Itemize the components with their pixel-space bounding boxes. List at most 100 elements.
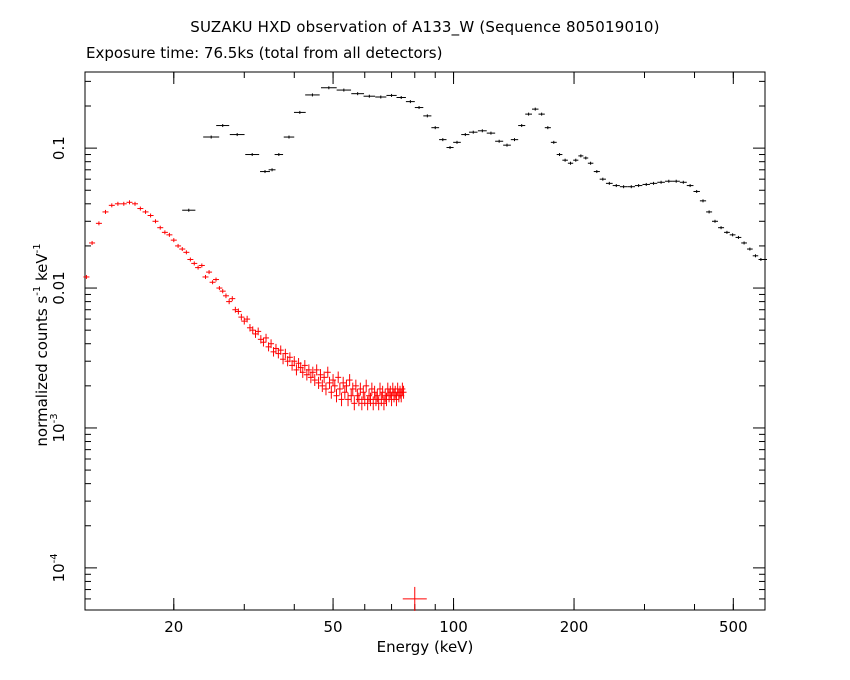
data-point (272, 343, 279, 354)
data-point (567, 161, 574, 165)
data-point (213, 277, 220, 282)
data-point (280, 354, 287, 365)
data-point (255, 327, 262, 336)
x-tick-label: 500 (719, 618, 748, 636)
data-point (216, 124, 230, 128)
data-point (313, 364, 320, 376)
data-point (137, 206, 144, 211)
data-point (315, 376, 322, 389)
data-point (282, 348, 289, 359)
data-point (495, 139, 504, 143)
x-tick-label: 100 (439, 618, 468, 636)
data-point (260, 337, 267, 347)
data-point (693, 189, 700, 193)
data-point (355, 392, 362, 407)
data-point (351, 396, 358, 411)
data-point (349, 382, 356, 396)
data-point (299, 366, 306, 378)
data-point (386, 93, 397, 97)
data-point (336, 88, 352, 92)
data-point (665, 179, 673, 183)
axis-ticks: 20 50 100 200 500 0.1 0.01 10-3 10-4 (49, 72, 766, 636)
data-point (538, 112, 545, 116)
data-point (263, 333, 270, 343)
y-tick-label: 0.1 (50, 136, 68, 160)
chart-title: SUZAKU HXD observation of A133_W (Sequen… (190, 18, 660, 36)
data-point (510, 138, 519, 142)
data-point (351, 92, 365, 96)
y-tick-label: 0.01 (50, 271, 68, 304)
data-point (245, 153, 260, 157)
data-point (762, 257, 768, 261)
data-point (322, 382, 329, 396)
data-point (268, 339, 275, 349)
data-point (345, 392, 352, 407)
data-point (202, 274, 209, 279)
data-point (573, 158, 579, 162)
data-point (672, 179, 680, 183)
data-point (649, 181, 658, 185)
data-point (372, 392, 379, 407)
data-point (396, 96, 406, 100)
data-point (453, 140, 461, 144)
data-point (179, 247, 186, 252)
data-point (599, 177, 606, 181)
data-point (486, 131, 496, 135)
data-point (277, 345, 284, 355)
data-point (142, 209, 149, 214)
y-axis-label-exp: -1 (32, 243, 43, 254)
data-point (357, 382, 364, 396)
data-point (477, 129, 487, 133)
data-point (360, 385, 367, 399)
data-point (260, 170, 270, 174)
data-point (152, 219, 159, 224)
data-point (301, 360, 308, 371)
data-point (283, 135, 295, 139)
data-point (634, 184, 643, 188)
data-point (328, 385, 335, 399)
data-point (752, 254, 759, 258)
y-axis-label-part: keV (33, 253, 51, 286)
data-point (531, 107, 539, 111)
y-tick-label: 10-3 (49, 413, 68, 442)
data-point (235, 308, 242, 315)
data-point (706, 210, 713, 214)
data-point (544, 126, 551, 130)
data-point (402, 586, 427, 611)
data-point (374, 389, 381, 403)
data-point (657, 180, 665, 184)
data-point (198, 263, 205, 268)
plot-frame (84, 71, 766, 611)
data-point (229, 133, 245, 137)
data-point (550, 140, 557, 144)
data-point (370, 396, 377, 411)
data-point (377, 382, 384, 396)
data-point (229, 296, 236, 302)
data-point (383, 392, 390, 407)
data-point (363, 94, 376, 98)
data-point (405, 100, 415, 104)
data-point (439, 138, 447, 142)
data-point (627, 185, 636, 189)
data-point (354, 389, 361, 403)
data-point (358, 396, 365, 411)
data-point (366, 389, 373, 403)
data-point (108, 203, 115, 208)
data-point (718, 226, 725, 230)
data-point (166, 232, 173, 237)
data-point (191, 261, 198, 266)
data-point (562, 158, 568, 162)
data-point (102, 209, 109, 214)
data-point (371, 385, 378, 399)
data-point (346, 374, 353, 386)
data-point (642, 182, 650, 186)
y-axis-label-part: normalized counts s (33, 295, 51, 447)
data-point (556, 153, 563, 157)
data-point (367, 392, 374, 407)
data-point (712, 219, 718, 223)
data-point (114, 201, 121, 206)
y-tick-label: 10-4 (49, 553, 68, 582)
data-point (340, 376, 347, 389)
data-point (605, 181, 613, 185)
